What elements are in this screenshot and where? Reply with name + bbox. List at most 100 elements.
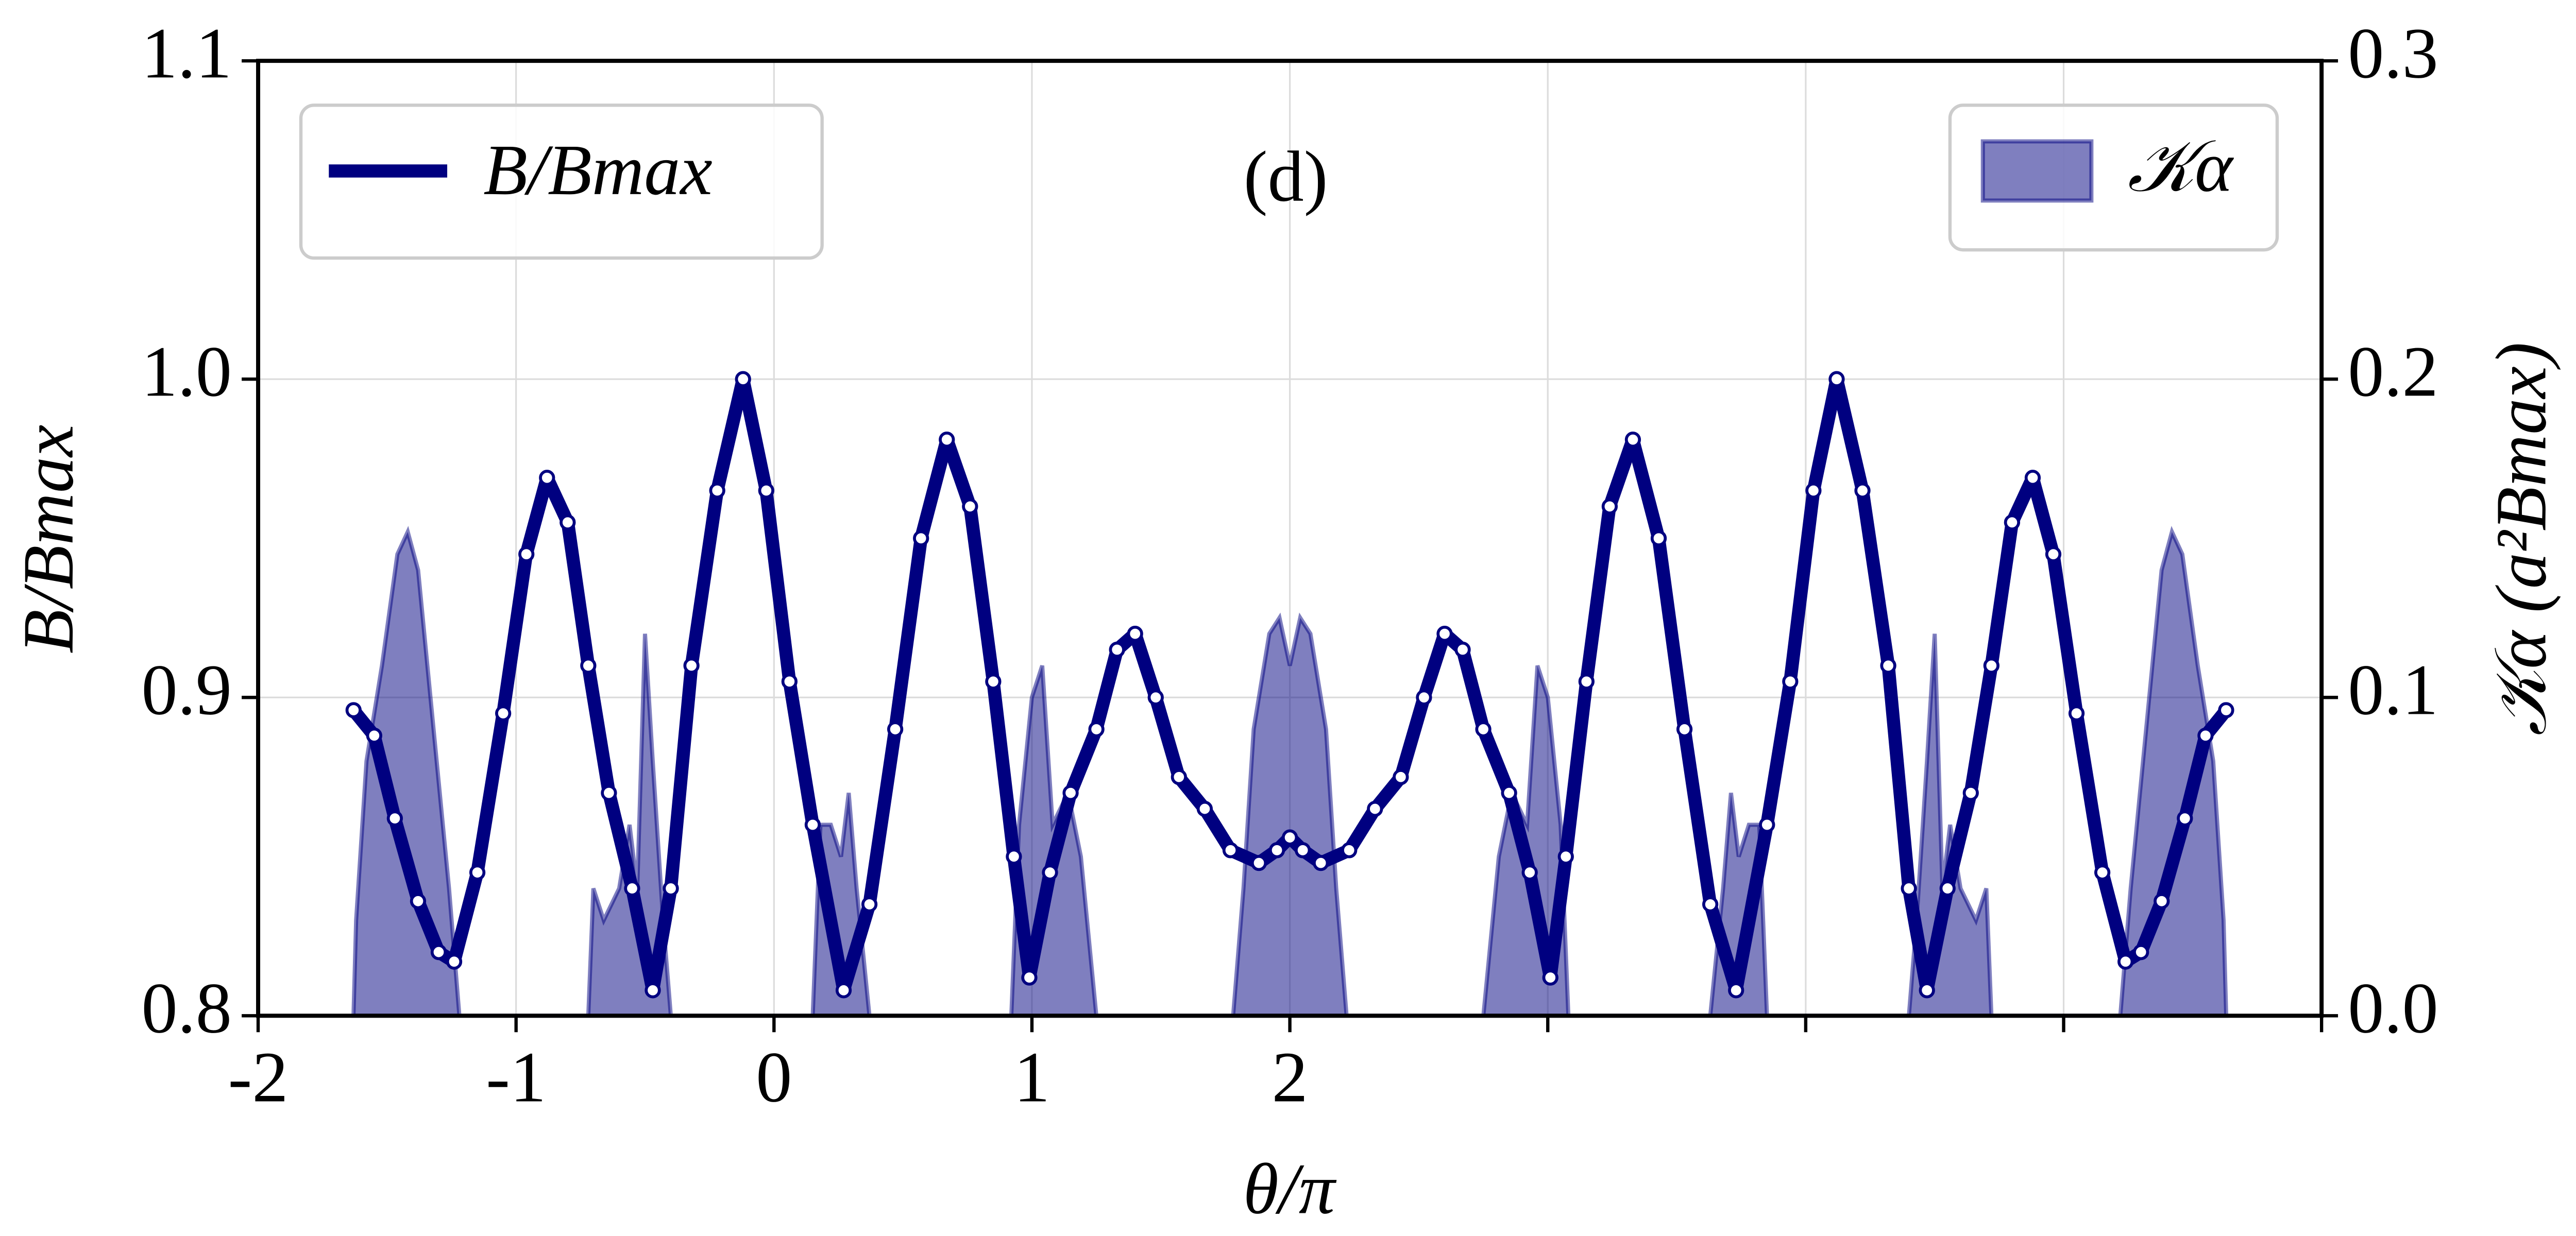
marker (345, 702, 362, 718)
marker (1624, 431, 1641, 448)
marker (366, 727, 382, 744)
marker (580, 657, 597, 674)
marker (1578, 673, 1595, 690)
legend-swatch (1980, 139, 2094, 203)
marker (1147, 689, 1164, 706)
y-tick-label: 0.9 (141, 650, 232, 730)
marker (1919, 982, 1935, 999)
marker (410, 893, 427, 909)
marker (1880, 657, 1896, 674)
marker (446, 953, 463, 970)
marker (1281, 829, 1298, 846)
marker (1828, 371, 1845, 387)
marker (835, 982, 852, 999)
marker (1501, 785, 1517, 801)
y2-tick-label: 0.2 (2348, 332, 2438, 411)
marker (1171, 769, 1187, 785)
marker (1702, 896, 1719, 913)
marker (2045, 546, 2062, 562)
plot (345, 371, 2234, 1018)
marker (2218, 702, 2234, 718)
y2-tick-label: 0.3 (2348, 13, 2438, 93)
marker (1088, 721, 1105, 737)
marker (1454, 641, 1471, 658)
marker (1062, 785, 1079, 801)
marker (2197, 727, 2214, 744)
legend-box (299, 104, 824, 260)
marker (560, 514, 576, 530)
marker (518, 546, 535, 562)
marker (1854, 482, 1871, 499)
marker (430, 944, 447, 960)
marker (1294, 842, 1311, 859)
marker (1983, 657, 1999, 674)
marker (939, 431, 955, 448)
marker (1393, 769, 1409, 785)
marker (804, 816, 821, 833)
marker (2177, 810, 2193, 827)
x-axis-label: θ/π (1243, 1149, 1337, 1229)
marker (2004, 514, 2021, 530)
marker (1475, 721, 1492, 737)
marker (2024, 470, 2041, 486)
y-tick-label: 1.0 (141, 332, 232, 411)
marker (887, 721, 904, 737)
marker (1782, 673, 1799, 690)
marker (1939, 880, 1956, 897)
x-tick-label: 0 (756, 1038, 792, 1118)
marker (469, 864, 486, 881)
marker (1901, 880, 1917, 897)
legend-label: 𝒦α (2128, 127, 2234, 207)
x-tick-label: 2 (1272, 1038, 1308, 1118)
marker (1676, 721, 1693, 737)
marker (1962, 785, 1979, 801)
x-tick-label: 1 (1014, 1038, 1050, 1118)
marker (1196, 800, 1213, 817)
marker (1521, 864, 1538, 881)
marker (1650, 530, 1667, 546)
marker (1805, 482, 1822, 499)
marker (1542, 969, 1558, 986)
marker (1601, 498, 1618, 515)
legend-label: B/Bmax (483, 130, 712, 210)
y-tick-label: 1.1 (141, 13, 232, 93)
marker (758, 482, 774, 499)
marker (735, 371, 751, 387)
marker (539, 470, 555, 486)
annotation: (d) (1244, 137, 1328, 217)
marker (663, 880, 679, 897)
marker (495, 705, 512, 722)
marker (2117, 953, 2134, 970)
y-axis-label: B/Bmax (9, 425, 89, 654)
marker (1416, 689, 1432, 706)
marker (386, 810, 403, 827)
marker (1109, 641, 1125, 658)
legend: 𝒦α B/Bmax (299, 104, 2279, 260)
marker (1557, 848, 1574, 865)
marker (1042, 864, 1058, 881)
marker (1222, 842, 1239, 859)
marker (683, 657, 700, 674)
ticks: -2 -1 0 1 2 0.8 0.9 1.0 1.1 0.0 0.1 0.2 0.3 (141, 13, 2438, 1117)
y2-axis-label: 𝒦α (a²Bmax) (2481, 342, 2561, 736)
marker (2133, 944, 2149, 960)
x-tick-label: -1 (486, 1038, 546, 1118)
marker (1127, 625, 1143, 642)
marker (645, 982, 661, 999)
marker (601, 785, 617, 801)
marker (2068, 705, 2085, 722)
marker (985, 673, 1002, 690)
x-tick-label: -2 (228, 1038, 289, 1118)
marker (1250, 854, 1267, 871)
y2-tick-label: 0.0 (2348, 969, 2438, 1049)
marker (913, 530, 929, 546)
marker (1268, 842, 1285, 859)
marker (1006, 848, 1022, 865)
marker (2154, 893, 2170, 909)
y-tick-label: 0.8 (141, 969, 232, 1049)
marker (709, 482, 725, 499)
marker (624, 880, 640, 897)
marker (1759, 816, 1775, 833)
marker (1341, 842, 1358, 859)
